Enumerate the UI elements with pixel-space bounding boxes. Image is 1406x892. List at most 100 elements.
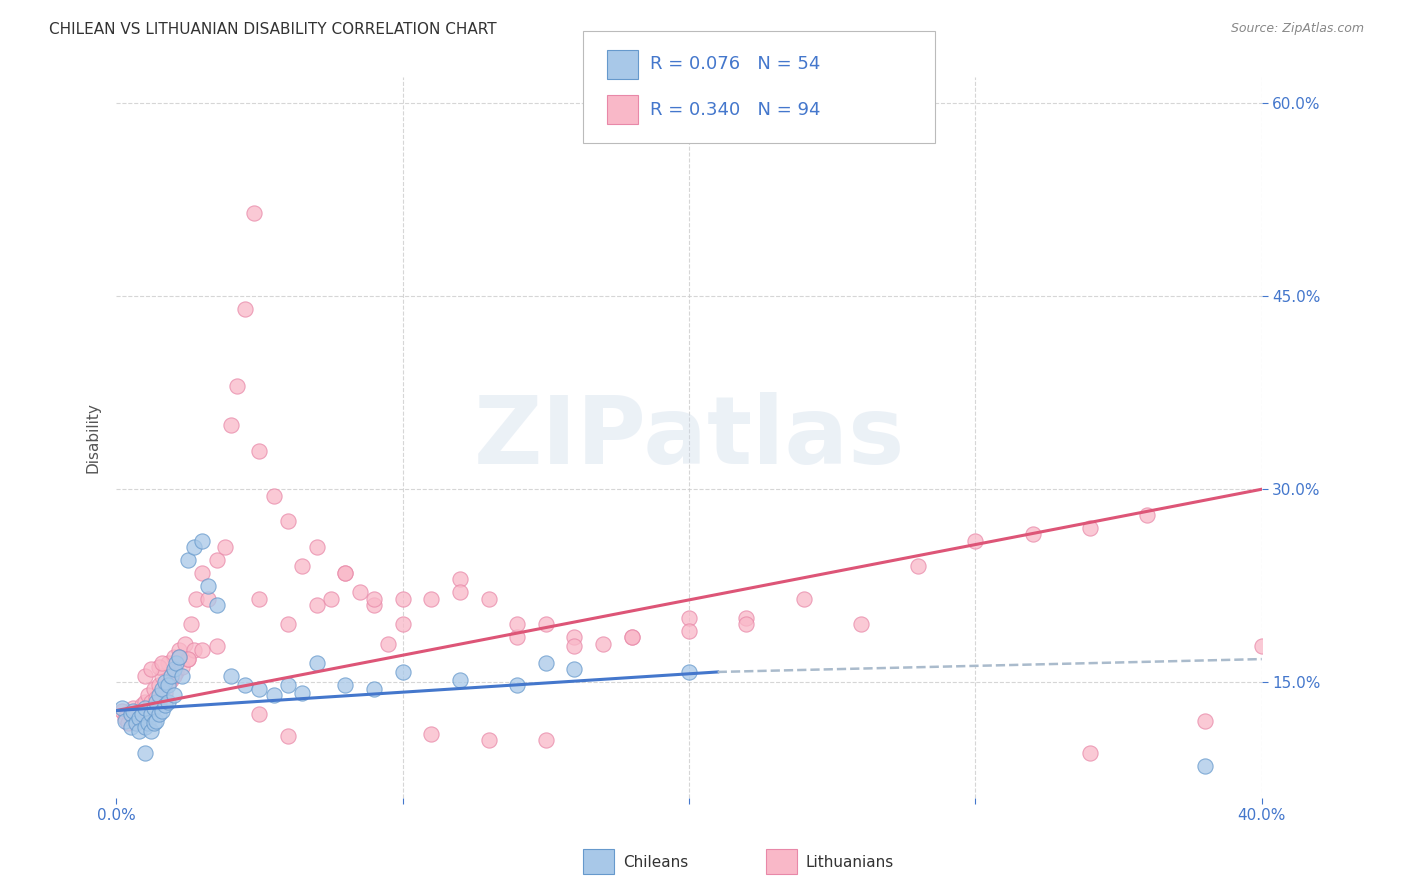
Point [564,662,586,676]
Y-axis label: Disability: Disability [86,402,100,473]
Point [148,707,170,722]
Point [678,665,700,679]
Point [305,598,328,612]
Point [159,669,181,683]
Point [620,630,643,644]
Point [391,617,413,632]
Point [148,694,170,708]
Point [277,515,299,529]
Point [319,591,342,606]
Point [142,681,165,696]
Point [159,673,181,687]
Point [172,669,194,683]
Point [335,566,357,580]
Point [477,591,499,606]
Point [205,553,228,567]
Point [249,443,271,458]
Point [735,611,758,625]
Point [449,572,471,586]
Point [153,698,176,713]
Point [134,701,156,715]
Point [420,727,443,741]
Point [233,301,256,316]
Point [122,701,145,715]
Point [183,540,205,554]
Point [125,716,148,731]
Text: Lithuanians: Lithuanians [806,855,894,870]
Point [156,678,179,692]
Text: Chileans: Chileans [623,855,688,870]
Point [249,707,271,722]
Point [1194,714,1216,728]
Point [191,643,214,657]
Point [349,585,371,599]
Point [145,714,167,728]
Point [136,716,159,731]
Point [111,704,134,718]
Point [1136,508,1159,522]
Point [735,617,758,632]
Point [134,746,156,760]
Point [177,553,200,567]
Point [335,678,357,692]
Text: ZIPatlas: ZIPatlas [474,392,904,483]
Point [169,649,191,664]
Point [177,652,200,666]
Point [174,637,197,651]
Point [177,652,200,666]
Point [139,724,162,739]
Point [249,591,271,606]
Point [363,591,385,606]
Point [277,678,299,692]
Point [128,707,150,722]
Text: R = 0.340   N = 94: R = 0.340 N = 94 [650,101,820,119]
Point [186,591,208,606]
Point [169,643,191,657]
Point [134,669,156,683]
Point [191,533,214,548]
Point [197,579,219,593]
Text: CHILEAN VS LITHUANIAN DISABILITY CORRELATION CHART: CHILEAN VS LITHUANIAN DISABILITY CORRELA… [49,22,496,37]
Point [620,630,643,644]
Point [134,704,156,718]
Point [335,566,357,580]
Point [120,720,142,734]
Point [153,675,176,690]
Point [165,656,187,670]
Point [1021,527,1043,541]
Point [111,701,134,715]
Point [128,711,150,725]
Point [564,630,586,644]
Point [162,662,184,676]
Point [148,678,170,692]
Point [120,707,142,722]
Point [793,591,815,606]
Point [449,673,471,687]
Point [139,694,162,708]
Point [205,639,228,653]
Point [1078,521,1101,535]
Point [148,688,170,702]
Point [136,688,159,702]
Point [114,711,136,725]
Point [172,660,194,674]
Point [153,685,176,699]
Point [125,716,148,731]
Point [277,617,299,632]
Point [165,665,187,679]
Point [534,656,557,670]
Point [142,701,165,715]
Point [506,617,529,632]
Point [391,665,413,679]
Point [150,704,173,718]
Point [965,533,987,548]
Point [242,205,264,219]
Point [1250,639,1272,653]
Point [363,598,385,612]
Point [134,720,156,734]
Point [506,678,529,692]
Point [162,669,184,683]
Point [564,639,586,653]
Point [214,540,236,554]
Point [506,630,529,644]
